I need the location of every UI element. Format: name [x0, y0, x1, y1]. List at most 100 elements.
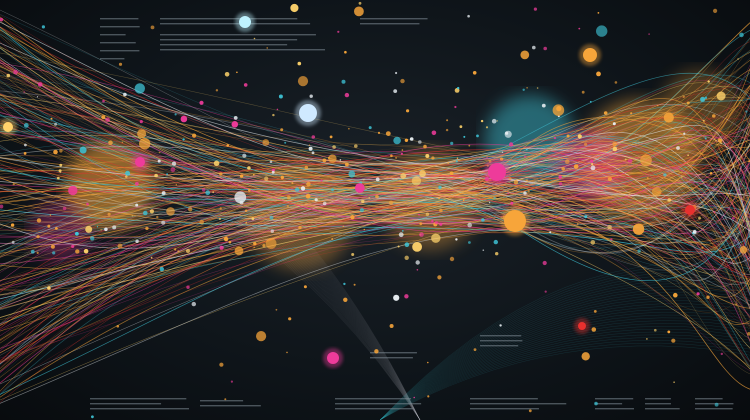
data-node	[627, 158, 633, 164]
flow-strand	[0, 61, 750, 223]
data-node	[344, 92, 350, 98]
flow-strand	[379, 280, 750, 420]
flow-strand	[0, 93, 750, 209]
data-node	[230, 380, 233, 383]
data-node	[496, 120, 498, 122]
flow-strand	[379, 306, 750, 420]
data-node	[393, 136, 401, 145]
flow-strand	[0, 111, 750, 258]
data-node	[68, 185, 78, 196]
data-node	[175, 184, 177, 186]
data-node	[56, 176, 60, 180]
data-node	[108, 140, 113, 145]
text-line	[360, 23, 420, 25]
data-node	[683, 132, 686, 135]
data-node	[36, 218, 42, 223]
flow-strand	[379, 283, 750, 420]
flow-strand	[379, 286, 750, 420]
data-node	[102, 99, 105, 103]
flow-strand	[0, 118, 421, 420]
flow-strand	[0, 127, 750, 245]
text-line	[90, 408, 190, 410]
data-node	[53, 149, 58, 155]
flow-strand	[0, 124, 750, 192]
flow-strand	[0, 137, 750, 309]
data-node	[590, 159, 594, 163]
flow-strand	[0, 26, 750, 255]
data-node	[348, 127, 350, 130]
flow-strand	[0, 158, 750, 290]
flow-strand	[0, 90, 750, 254]
data-node	[149, 209, 154, 214]
data-node	[584, 215, 588, 219]
data-node	[651, 187, 662, 197]
data-node	[343, 282, 346, 286]
data-node	[331, 188, 335, 192]
flow-strand	[379, 297, 750, 420]
data-node	[329, 135, 333, 139]
data-node	[499, 324, 502, 327]
data-node	[239, 174, 244, 178]
flow-strand	[0, 162, 750, 310]
text-line	[645, 408, 680, 410]
data-node	[717, 138, 723, 143]
data-node	[358, 1, 362, 5]
flow-strand	[0, 121, 750, 229]
data-node	[400, 152, 403, 155]
data-node	[297, 76, 309, 87]
data-node-large	[583, 48, 597, 62]
data-node	[107, 212, 111, 216]
data-node	[467, 222, 473, 228]
data-node	[389, 324, 394, 328]
flow-strand	[0, 193, 750, 332]
data-node	[161, 220, 166, 225]
flow-strand	[0, 136, 750, 290]
data-node	[291, 182, 294, 185]
data-node	[59, 163, 63, 167]
flow-strand	[0, 94, 750, 225]
flow-strand	[0, 94, 750, 221]
data-node	[577, 223, 579, 225]
data-node	[454, 105, 457, 109]
data-node	[419, 232, 424, 237]
flow-strand	[0, 75, 421, 420]
illegible-text-blocks	[90, 18, 734, 410]
data-node	[437, 275, 442, 280]
data-node	[288, 317, 292, 321]
flow-strand	[0, 89, 421, 420]
flow-strand	[0, 79, 421, 420]
data-node	[747, 332, 750, 336]
data-node	[344, 50, 347, 54]
text-line	[695, 408, 733, 410]
data-node	[47, 286, 51, 290]
data-node	[59, 149, 63, 153]
data-node	[473, 348, 477, 351]
data-node	[100, 229, 102, 231]
flow-strand	[0, 152, 750, 291]
data-node	[37, 82, 43, 87]
text-line	[595, 408, 635, 410]
flow-strand	[379, 274, 750, 420]
data-node	[177, 250, 180, 253]
data-node	[0, 204, 4, 209]
flow-strand	[0, 176, 750, 297]
data-node	[50, 244, 55, 249]
flow-strand	[0, 71, 421, 420]
data-node	[573, 164, 579, 169]
data-node	[104, 227, 108, 232]
data-node	[745, 110, 748, 113]
data-node	[438, 185, 442, 190]
data-node	[558, 175, 562, 179]
data-node	[58, 169, 62, 173]
data-node	[603, 111, 608, 115]
data-node	[314, 198, 318, 202]
data-node	[590, 165, 596, 171]
data-node	[339, 159, 342, 161]
data-node	[706, 295, 710, 299]
flow-strand	[0, 87, 421, 420]
data-node	[118, 62, 123, 66]
data-node	[427, 361, 429, 364]
data-node	[686, 101, 690, 105]
flow-strand	[0, 134, 750, 300]
flow-strand	[0, 91, 421, 420]
